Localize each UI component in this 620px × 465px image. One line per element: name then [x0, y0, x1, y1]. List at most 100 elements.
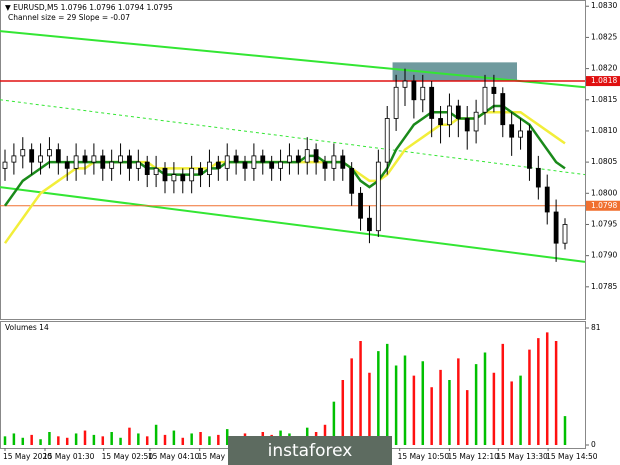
moving-average [3, 104, 566, 207]
x-tick-label: 15 May 13:30 [496, 452, 548, 461]
y-tick-label: 1.0800 [591, 188, 617, 197]
candle-body [82, 155, 88, 163]
candle-body [251, 155, 257, 169]
candle-body [260, 155, 266, 163]
candle-body [527, 130, 532, 169]
watermark-box [228, 436, 392, 465]
chart-title: ▼ EURUSD,M5 1.0796 1.0796 1.0794 1.0795 [5, 3, 173, 12]
volume-tick-label: 81 [591, 323, 601, 332]
candle-body [349, 167, 355, 194]
candle-body [464, 118, 470, 132]
candle-body [29, 149, 35, 163]
candle-body [242, 161, 248, 169]
candle-body [447, 105, 452, 126]
candle-body [100, 155, 106, 169]
candle-body [278, 161, 283, 169]
candle-body [207, 161, 212, 175]
y-tick-label: 1.0825 [591, 32, 617, 41]
candle-body [224, 155, 230, 169]
candle-body [367, 217, 372, 232]
y-tick-label: 1.0830 [591, 1, 617, 10]
candle-body [162, 167, 168, 182]
candle-body [73, 155, 79, 169]
candle-body [38, 155, 43, 163]
candle-body [375, 161, 381, 232]
level-label: 1.0798 [591, 201, 617, 210]
y-tick-label: 1.0810 [591, 126, 617, 135]
candle-body [135, 161, 141, 169]
volume-panel [0, 321, 586, 449]
candle-body [562, 224, 568, 244]
chart-subtitle: Channel size = 29 Slope = -0.07 [8, 13, 130, 22]
candle-body [393, 86, 399, 119]
candle-body [313, 149, 319, 163]
candle-body [322, 161, 328, 169]
candle-body [189, 167, 195, 182]
channel-line [0, 186, 586, 263]
x-tick-label: 15 May 10:50 [398, 452, 450, 461]
x-tick-label: 15 May 2020 [3, 452, 52, 461]
level-label: 1.0818 [591, 76, 617, 85]
candle-body [509, 124, 515, 138]
candle-body [455, 105, 461, 119]
candle-body [500, 93, 506, 126]
candle-body [233, 155, 239, 163]
resistance-zone [392, 62, 517, 82]
level-tag [586, 76, 620, 87]
y-tick-label: 1.0815 [591, 95, 617, 104]
x-tick-label: 15 May 05:30 [198, 452, 250, 461]
candle-body [304, 149, 310, 163]
y-tick-label: 1.0820 [591, 64, 617, 73]
x-tick-label: 15 May 04:10 [148, 452, 200, 461]
x-tick-label: 15 May 02:50 [102, 452, 154, 461]
candle-body [384, 118, 390, 163]
candle-body [518, 130, 523, 138]
candle-body [340, 155, 346, 169]
candle-body [144, 161, 150, 175]
x-tick-label: 15 May 14:50 [546, 452, 598, 461]
volume-title: Volumes 14 [5, 323, 49, 332]
x-tick-label: 15 May 12:10 [447, 452, 499, 461]
candle-body [420, 86, 426, 101]
channel-line [0, 99, 586, 176]
candle-body [198, 167, 203, 175]
candle-body [553, 211, 559, 244]
y-tick-label: 1.0790 [591, 251, 617, 260]
candle-body [118, 155, 123, 163]
candle-body [429, 86, 435, 119]
candle-body [153, 167, 159, 175]
volume-tick-label: 0 [591, 440, 596, 449]
y-tick-label: 1.0805 [591, 157, 617, 166]
candle-body [473, 111, 479, 132]
level-tag [586, 200, 620, 211]
candle-body [295, 155, 301, 163]
candle-body [2, 161, 8, 169]
candle-body [491, 86, 497, 94]
watermark: instaforex [268, 441, 353, 461]
candle-body [127, 155, 132, 169]
candle-body [402, 80, 408, 88]
candle-body [64, 161, 70, 169]
channel-line [0, 30, 586, 89]
candle-body [482, 86, 488, 113]
candle-body [47, 149, 52, 157]
candle-body [20, 149, 26, 157]
y-tick-label: 1.0785 [591, 282, 617, 291]
candle-body [109, 161, 115, 169]
candle-body [331, 155, 337, 169]
y-tick-label: 1.0795 [591, 219, 617, 228]
candle-body [411, 80, 417, 101]
price-panel [0, 0, 586, 320]
candle-body [171, 174, 177, 182]
candle-body [269, 161, 275, 169]
candle-body [535, 167, 541, 188]
candle-body [287, 155, 292, 163]
candle-body [180, 174, 186, 182]
candle-body [91, 155, 97, 163]
candle-body [358, 192, 363, 219]
candle-body [55, 149, 61, 163]
candle-body [11, 155, 17, 163]
candle-body [544, 186, 550, 213]
